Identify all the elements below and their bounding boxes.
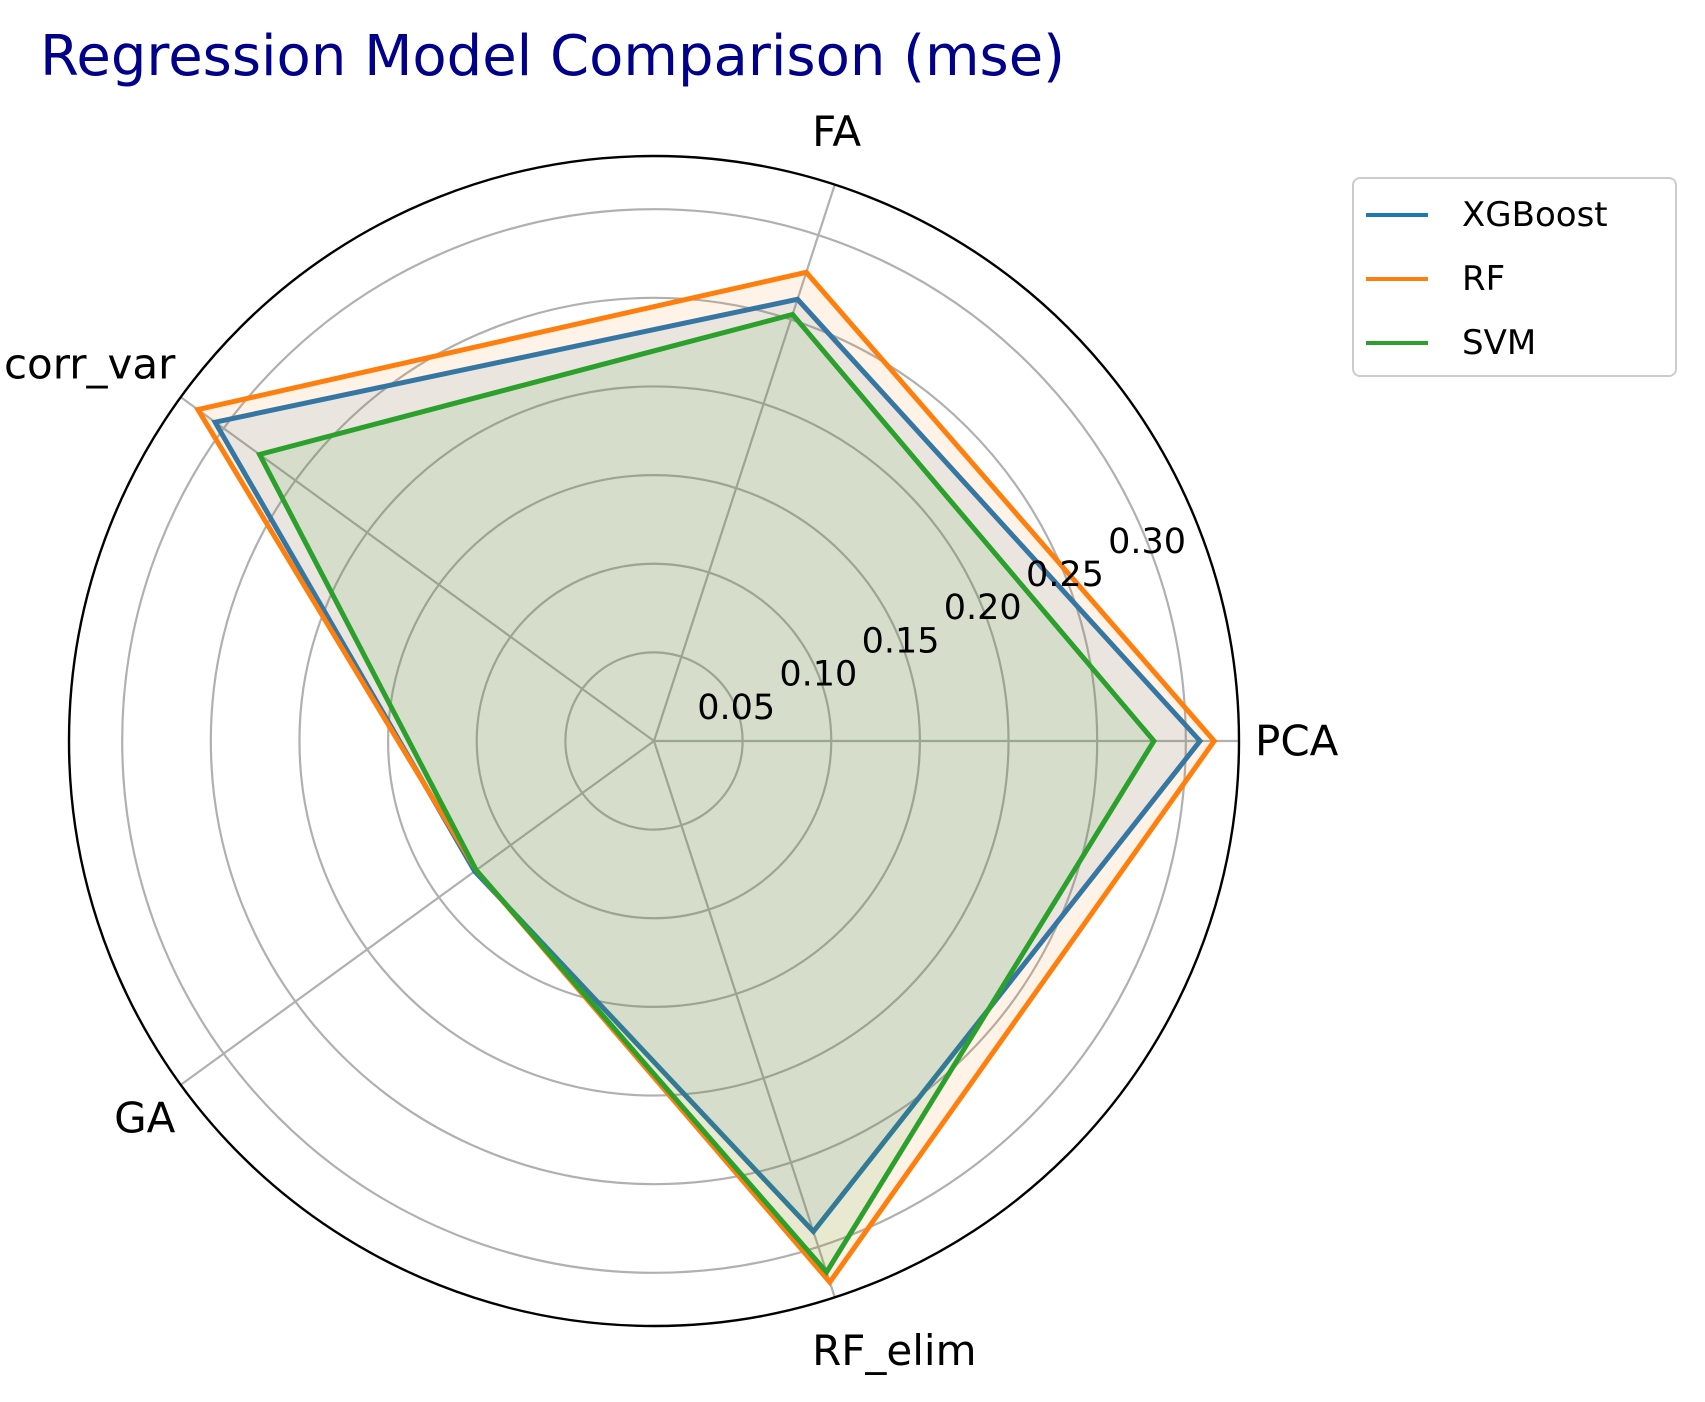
legend-label: RF xyxy=(1462,259,1506,299)
grid-spoke xyxy=(180,740,655,1086)
legend-swatch xyxy=(1366,213,1428,217)
legend: XGBoost RF SVM xyxy=(1352,177,1677,377)
radial-tick-label: 0.25 xyxy=(1026,555,1104,595)
legend-item-rf: RF xyxy=(1366,259,1505,299)
radial-tick-label: 0.30 xyxy=(1108,522,1186,562)
series-line xyxy=(255,311,1157,1277)
legend-item-xgboost: XGBoost xyxy=(1366,195,1608,235)
series-line xyxy=(211,296,1204,1236)
category-label: GA xyxy=(114,1093,176,1142)
category-label: PCA xyxy=(1255,717,1339,766)
legend-item-svm: SVM xyxy=(1366,323,1536,363)
radial-tick-label: 0.10 xyxy=(779,655,857,695)
legend-label: XGBoost xyxy=(1462,195,1608,235)
label-layer: 0.050.100.150.200.250.30 PCA FA corr_var GA R… xyxy=(4,107,1339,1375)
legend-swatch xyxy=(1366,341,1428,345)
grid-spoke xyxy=(652,184,836,742)
legend-label: SVM xyxy=(1462,323,1537,363)
chart-title: Regression Model Comparison (mse) xyxy=(40,24,1066,89)
radial-tick-label: 0.20 xyxy=(944,588,1022,628)
grid-spoke xyxy=(652,740,836,1298)
category-label: RF_elim xyxy=(812,1326,976,1375)
series-area xyxy=(197,272,1215,1283)
outer-frame xyxy=(67,154,1241,1328)
legend-swatch xyxy=(1366,277,1428,281)
series-area xyxy=(215,299,1201,1232)
category-label: FA xyxy=(812,107,861,156)
series-area xyxy=(259,314,1154,1273)
series-layer xyxy=(193,269,1218,1287)
category-label: corr_var xyxy=(4,340,176,389)
radial-tick-label: 0.05 xyxy=(697,688,775,728)
radial-tick-label: 0.15 xyxy=(862,621,940,661)
series-line xyxy=(193,269,1218,1287)
